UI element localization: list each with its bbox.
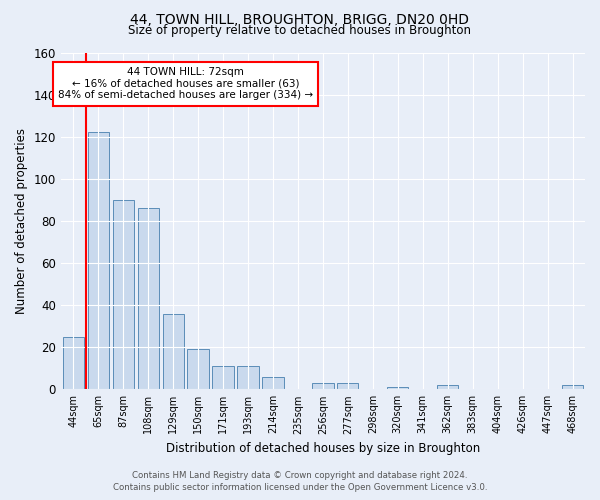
Text: Contains HM Land Registry data © Crown copyright and database right 2024.
Contai: Contains HM Land Registry data © Crown c… xyxy=(113,471,487,492)
Bar xyxy=(387,387,409,390)
Text: Size of property relative to detached houses in Broughton: Size of property relative to detached ho… xyxy=(128,24,472,37)
Bar xyxy=(88,132,109,390)
Bar xyxy=(312,383,334,390)
Bar xyxy=(238,366,259,390)
Y-axis label: Number of detached properties: Number of detached properties xyxy=(15,128,28,314)
Bar xyxy=(113,200,134,390)
Bar xyxy=(187,350,209,390)
X-axis label: Distribution of detached houses by size in Broughton: Distribution of detached houses by size … xyxy=(166,442,480,455)
Bar xyxy=(262,376,284,390)
Bar xyxy=(337,383,358,390)
Bar xyxy=(163,314,184,390)
Bar xyxy=(562,385,583,390)
Bar xyxy=(437,385,458,390)
Bar xyxy=(62,336,84,390)
Bar xyxy=(137,208,159,390)
Bar xyxy=(212,366,233,390)
Text: 44 TOWN HILL: 72sqm
← 16% of detached houses are smaller (63)
84% of semi-detach: 44 TOWN HILL: 72sqm ← 16% of detached ho… xyxy=(58,67,313,100)
Text: 44, TOWN HILL, BROUGHTON, BRIGG, DN20 0HD: 44, TOWN HILL, BROUGHTON, BRIGG, DN20 0H… xyxy=(131,12,470,26)
